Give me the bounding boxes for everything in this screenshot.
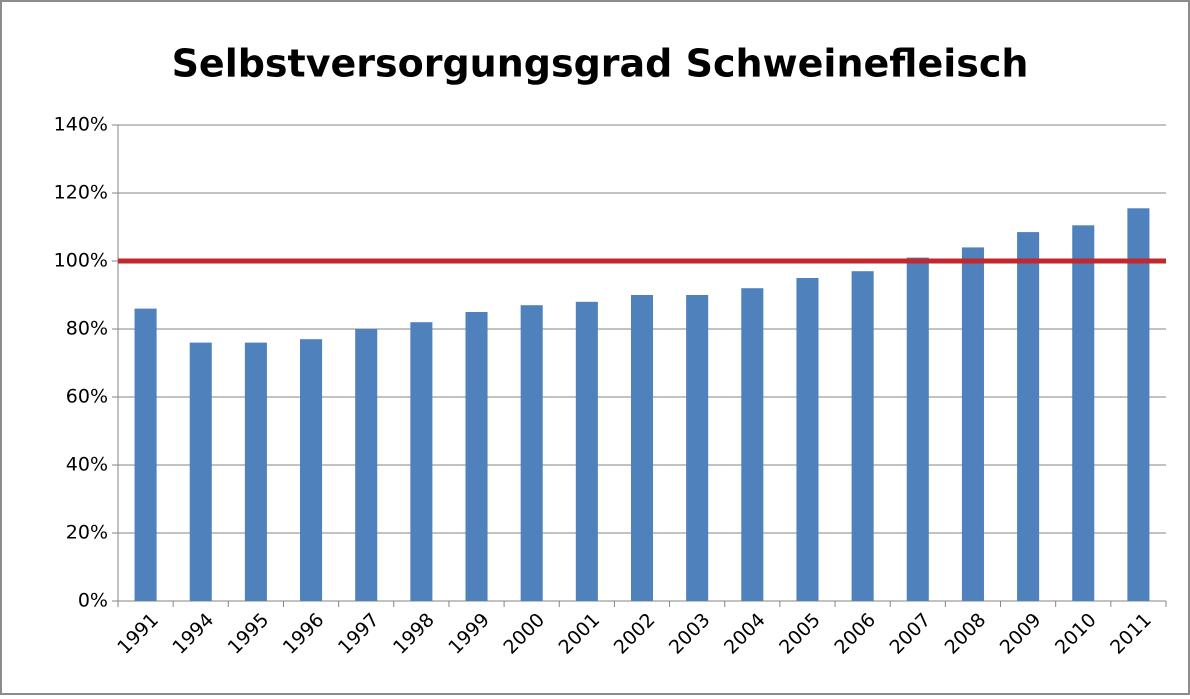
bar — [300, 339, 323, 601]
chart-title: Selbstversorgungsgrad Schweinefleisch — [172, 42, 1029, 86]
bar — [796, 278, 819, 601]
bar — [906, 257, 929, 601]
bar — [244, 342, 267, 601]
bar — [961, 247, 984, 601]
bar — [686, 295, 709, 601]
bar — [1072, 225, 1095, 602]
y-tick-label: 140% — [54, 114, 108, 136]
y-tick-label: 100% — [54, 250, 108, 272]
y-tick-label: 60% — [66, 386, 108, 408]
bar — [410, 322, 433, 601]
y-tick-label: 120% — [54, 182, 108, 204]
bar — [189, 342, 212, 601]
bar — [520, 305, 543, 601]
bar — [1017, 232, 1040, 601]
bar — [355, 329, 378, 601]
bar — [851, 271, 874, 601]
bar — [741, 288, 764, 601]
y-tick-label: 40% — [66, 454, 108, 476]
y-tick-label: 80% — [66, 318, 108, 340]
y-tick-label: 0% — [78, 590, 108, 612]
bar — [134, 308, 157, 601]
bar — [465, 312, 488, 601]
bar — [630, 295, 654, 601]
y-tick-label: 20% — [66, 522, 108, 544]
bar — [1127, 208, 1150, 602]
bar — [575, 301, 598, 601]
